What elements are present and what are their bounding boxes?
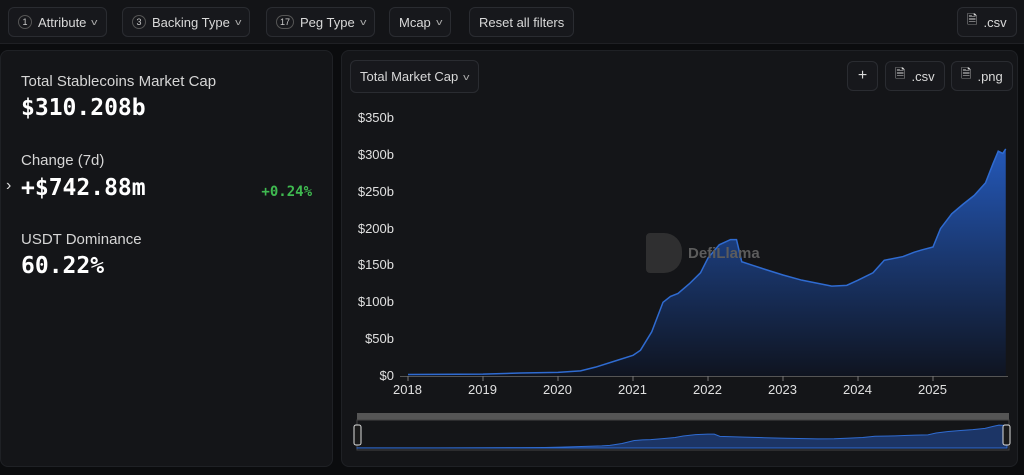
change-value: +$742.88m — [21, 175, 146, 201]
defillama-logo-icon — [646, 233, 682, 273]
chevron-down-icon: v — [91, 17, 98, 27]
x-tick-label: 2021 — [618, 382, 647, 397]
area-fill — [408, 148, 1006, 376]
png-button[interactable]: 🗎 .png — [951, 61, 1013, 91]
count-badge: 3 — [132, 15, 146, 29]
watermark: DefiLlama — [688, 245, 760, 262]
dominance-value: 60.22% — [21, 253, 105, 279]
range-slider-preview — [356, 424, 1008, 449]
chevron-down-icon: v — [463, 71, 470, 82]
label: Backing Type — [152, 14, 230, 30]
range-slider-handle-bar — [357, 413, 1009, 420]
file-download-icon: 🗎 — [961, 66, 972, 81]
label: .png — [977, 68, 1003, 84]
file-download-icon: 🗎 — [895, 66, 906, 81]
backing-type-filter[interactable]: 3 Backing Type v — [122, 7, 251, 37]
series-line — [407, 148, 1007, 376]
label: Total Market Cap — [360, 69, 459, 84]
y-tick-label: $50b — [365, 331, 394, 347]
y-tick-label: $350b — [357, 110, 394, 125]
chevron-down-icon: v — [234, 17, 242, 27]
label: Mcap — [399, 14, 431, 30]
y-tick-label: $250b — [357, 183, 394, 199]
chevron-down-icon: v — [359, 17, 367, 27]
x-tick-label: 2023 — [768, 382, 797, 397]
chevron-down-icon: v — [435, 17, 443, 27]
change-percent: +0.24% — [261, 184, 312, 200]
expand-chevron-icon[interactable]: › — [6, 177, 12, 194]
change-label: Change (7d) — [21, 152, 105, 169]
x-tick-label: 2024 — [843, 382, 872, 397]
y-tick-label: $150b — [357, 257, 394, 273]
y-tick-label: $200b — [357, 220, 394, 236]
metric-selector[interactable]: Total Market Cap v — [350, 60, 479, 93]
x-tick-label: 2020 — [543, 382, 572, 397]
filter-bar: 1 Attribute v 3 Backing Type v 17 Peg Type v M… — [0, 0, 1024, 44]
label: .csv — [911, 68, 935, 84]
count-badge: 1 — [18, 15, 32, 29]
stats-panel: Total Stablecoins Market Cap $310.208b C… — [0, 50, 333, 467]
range-handle-right[interactable] — [1002, 424, 1011, 446]
csv-download-button[interactable]: 🗎 .csv — [957, 7, 1017, 37]
x-tick-label: 2025 — [918, 382, 947, 397]
y-tick-label: $0 — [379, 368, 394, 383]
x-tick-label: 2022 — [693, 382, 722, 397]
y-tick-label: $300b — [357, 146, 394, 162]
label: Attribute — [38, 14, 87, 30]
file-download-icon: 🗎 — [967, 12, 978, 27]
peg-type-filter[interactable]: 17 Peg Type v — [266, 7, 376, 37]
attribute-filter[interactable]: 1 Attribute v — [8, 7, 107, 37]
label: Peg Type — [300, 14, 355, 30]
label: .csv — [983, 14, 1007, 30]
range-handle-left[interactable] — [353, 424, 362, 446]
mcap-filter[interactable]: Mcap v — [389, 7, 452, 37]
count-badge: 17 — [276, 15, 294, 29]
reset-filters-button[interactable]: Reset all filters — [469, 7, 575, 37]
total-mcap-label: Total Stablecoins Market Cap — [21, 73, 217, 90]
csv-button[interactable]: 🗎 .csv — [885, 61, 945, 91]
add-button[interactable]: + — [847, 61, 878, 91]
total-mcap-value: $310.208b — [21, 95, 146, 121]
x-tick-label: 2019 — [468, 382, 497, 397]
y-tick-label: $100b — [357, 294, 394, 310]
dominance-label: USDT Dominance — [21, 231, 142, 248]
x-tick-label: 2018 — [393, 382, 422, 397]
